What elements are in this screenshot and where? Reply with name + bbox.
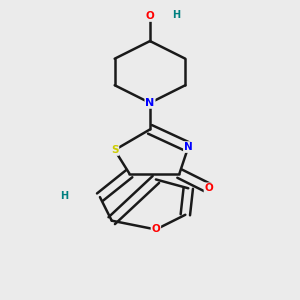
Text: O: O [205, 183, 213, 193]
Text: O: O [146, 11, 154, 21]
Text: H: H [172, 11, 181, 20]
Text: N: N [184, 142, 193, 152]
Text: S: S [111, 145, 118, 155]
Text: H: H [61, 190, 69, 201]
Text: N: N [146, 98, 154, 108]
Text: O: O [152, 224, 160, 235]
